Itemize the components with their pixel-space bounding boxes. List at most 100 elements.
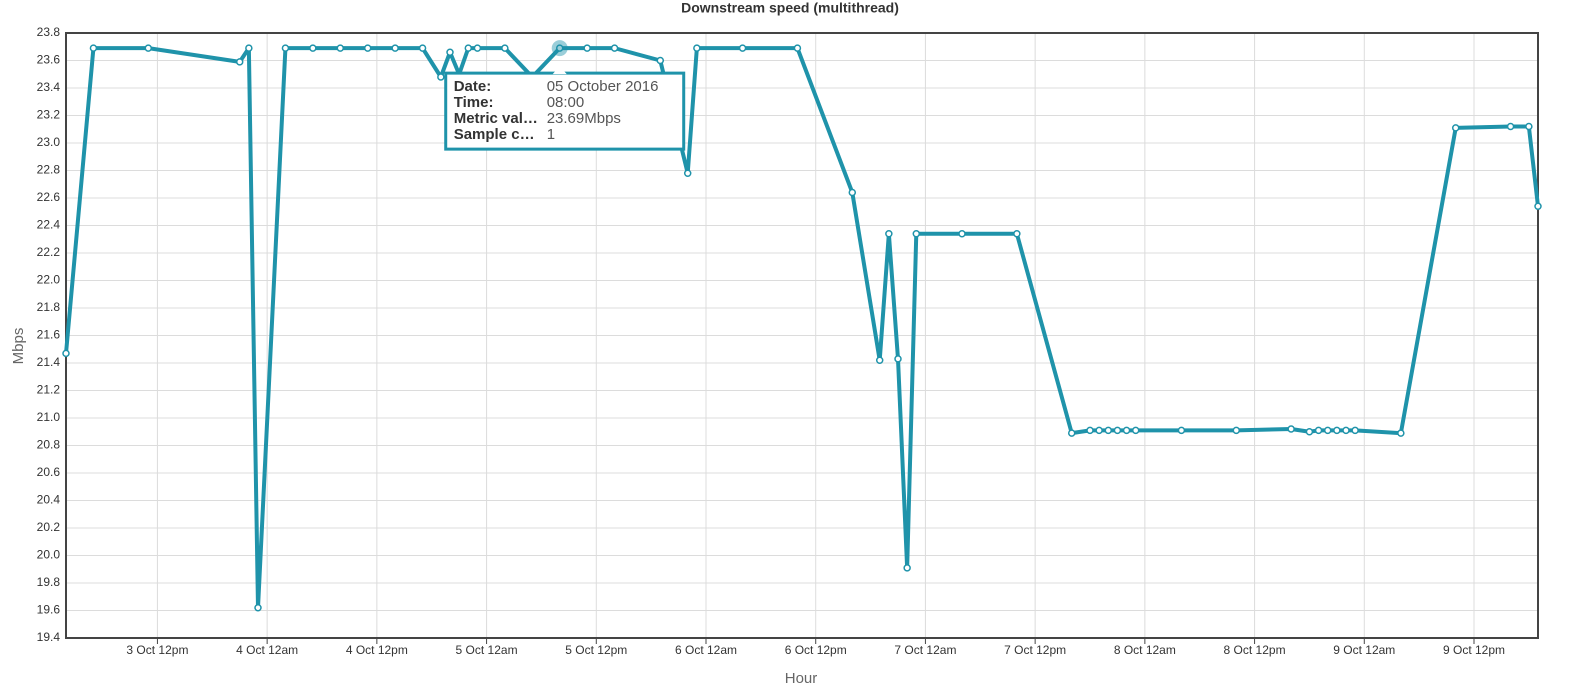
x-tick-label: 5 Oct 12pm xyxy=(565,643,627,657)
point xyxy=(473,44,482,52)
point xyxy=(958,230,966,238)
point xyxy=(1525,122,1533,131)
point xyxy=(1342,426,1350,435)
point xyxy=(1451,124,1460,132)
point xyxy=(583,44,591,52)
x-tick-label: 3 Oct 12pm xyxy=(126,643,188,657)
tooltip-box xyxy=(444,71,686,151)
point xyxy=(610,44,619,52)
x-tick-label: 9 Oct 12pm xyxy=(1443,643,1505,657)
point xyxy=(235,58,244,66)
point xyxy=(1314,426,1323,435)
x-tick-label: 8 Oct 12am xyxy=(1114,643,1176,657)
y-tick-label: 20.6 xyxy=(37,465,61,479)
point xyxy=(738,44,747,52)
y-tick-label: 22.4 xyxy=(37,218,61,232)
point xyxy=(1323,426,1332,435)
point xyxy=(912,230,921,238)
point xyxy=(1351,426,1359,435)
line xyxy=(64,46,1540,610)
point xyxy=(1113,426,1122,435)
point xyxy=(683,169,692,177)
x-tick-label: 5 Oct 12am xyxy=(456,643,518,657)
point xyxy=(1104,426,1113,435)
x-tick-label: 9 Oct 12am xyxy=(1333,643,1395,657)
y-tick-label: 21.2 xyxy=(37,383,61,397)
y-tick-label: 21.6 xyxy=(37,328,61,342)
tooltip-pointer xyxy=(552,66,567,75)
point xyxy=(1333,426,1341,435)
x-tick-label: 7 Oct 12am xyxy=(894,643,956,657)
point xyxy=(1232,426,1241,435)
point xyxy=(848,188,857,197)
point xyxy=(656,56,665,65)
point xyxy=(555,44,564,52)
point xyxy=(418,44,427,52)
point xyxy=(89,44,98,52)
point xyxy=(1397,429,1405,437)
chart-title: Downstream speed (multithread) xyxy=(681,0,899,16)
tooltip-key: Date: xyxy=(454,78,492,95)
tooltip-key: Metric val… xyxy=(454,110,538,127)
y-tick-label: 23.2 xyxy=(37,108,61,122)
x-tick-label: 4 Oct 12pm xyxy=(346,643,408,657)
tooltip-value: 08:00 xyxy=(547,94,585,111)
tooltip: Date: 05 October 2016 Time: 08:00 Metric val… xyxy=(444,66,686,151)
point xyxy=(363,44,372,52)
point xyxy=(1086,426,1094,435)
y-tick-label: 21.0 xyxy=(37,410,61,424)
tooltip-key: Sample c… xyxy=(454,126,535,143)
point xyxy=(144,44,153,52)
y-axis-label: Mbps xyxy=(10,328,27,365)
point xyxy=(1177,426,1186,435)
x-tick-label: 6 Oct 12pm xyxy=(785,643,847,657)
point xyxy=(62,349,70,358)
point xyxy=(1287,425,1295,433)
point xyxy=(1534,202,1542,210)
y-tick-label: 23.8 xyxy=(37,25,61,39)
point xyxy=(281,44,290,52)
point xyxy=(1095,426,1103,435)
point xyxy=(1122,426,1131,435)
point xyxy=(903,564,911,572)
point xyxy=(1506,122,1515,131)
x-axis-label: Hour xyxy=(785,670,818,687)
x-tick-label: 4 Oct 12am xyxy=(236,643,298,657)
y-tick-label: 23.4 xyxy=(37,80,61,94)
y-tick-label: 23.0 xyxy=(37,135,61,149)
point xyxy=(437,73,445,81)
x-tick-label: 6 Oct 12am xyxy=(675,643,737,657)
point xyxy=(793,44,802,52)
point xyxy=(1131,426,1140,435)
point xyxy=(1305,428,1314,436)
x-tick-label: 8 Oct 12pm xyxy=(1224,643,1286,657)
point xyxy=(245,44,253,52)
point xyxy=(446,48,454,56)
y-tick-label: 20.2 xyxy=(37,520,61,534)
y-tick-label: 21.4 xyxy=(37,355,61,369)
y-tick-label: 19.6 xyxy=(37,603,61,617)
tooltip-key: Time: xyxy=(454,94,494,111)
point xyxy=(693,44,701,52)
y-tick-label: 21.8 xyxy=(37,300,61,314)
point xyxy=(1013,230,1021,238)
y-tick-label: 23.6 xyxy=(37,53,61,67)
point xyxy=(1067,429,1076,437)
point xyxy=(501,44,509,52)
point xyxy=(875,356,884,364)
tooltip-value: 23.69Mbps xyxy=(547,110,621,127)
point xyxy=(254,604,262,612)
tooltip-value: 05 October 2016 xyxy=(547,78,659,95)
y-tick-label: 22.2 xyxy=(37,245,61,259)
x-tick-label: 7 Oct 12pm xyxy=(1004,643,1066,657)
point xyxy=(309,44,317,52)
y-tick-label: 20.4 xyxy=(37,493,61,507)
point xyxy=(336,44,345,52)
hover-point xyxy=(551,40,568,57)
y-tick-label: 22.0 xyxy=(37,273,61,287)
y-tick-label: 20.8 xyxy=(37,438,61,452)
y-tick-label: 20.0 xyxy=(37,548,61,562)
y-tick-label: 22.6 xyxy=(37,190,61,204)
tooltip-value: 1 xyxy=(547,126,555,143)
